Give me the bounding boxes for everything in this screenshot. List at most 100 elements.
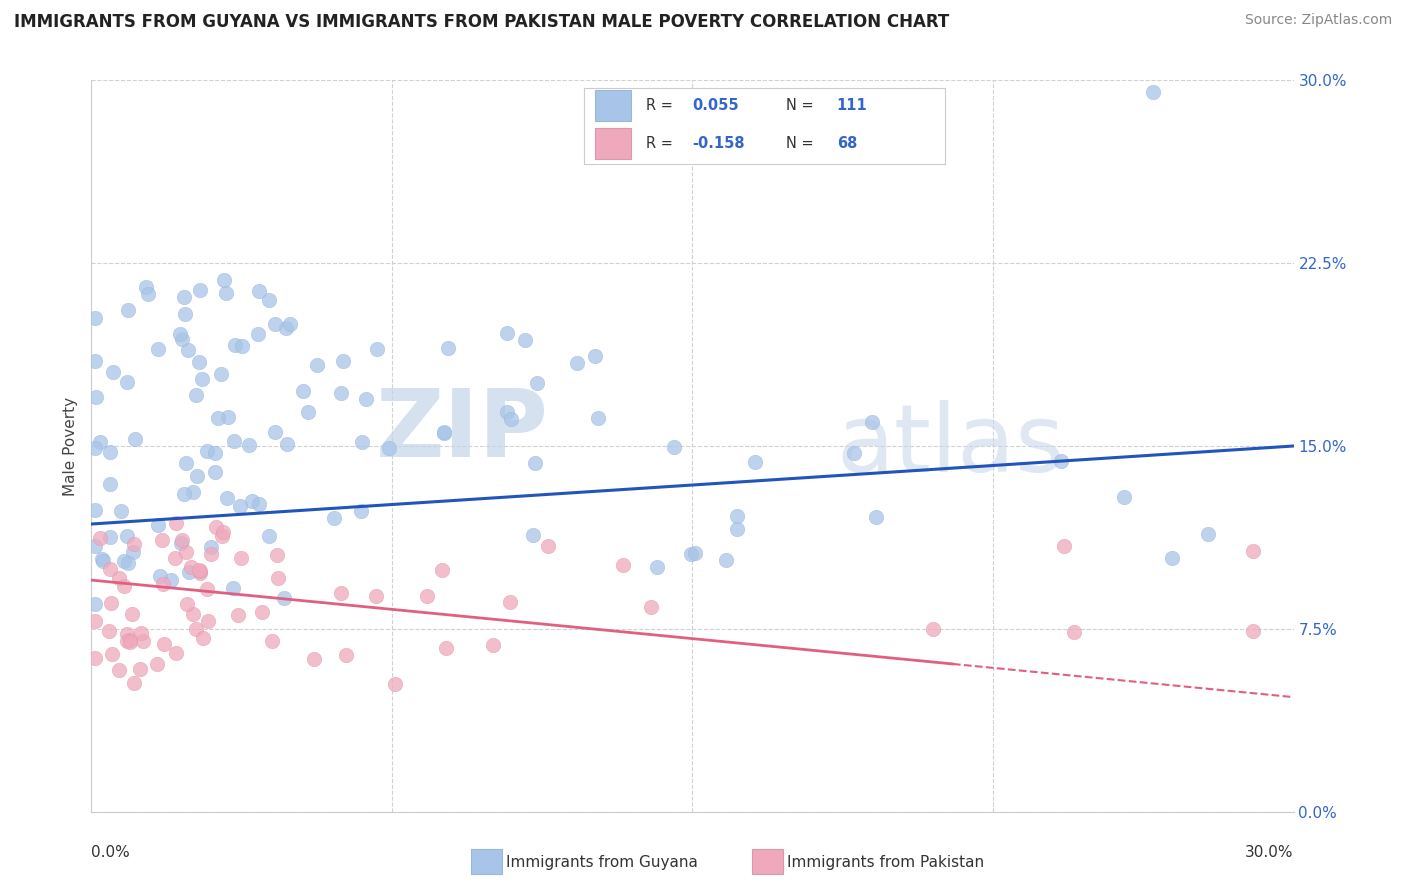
Point [195,444,218,458]
Point [640,600,662,615]
Point [329,586,352,600]
Point [267,571,290,585]
Point [165,516,187,530]
Point [1160,551,1182,566]
Point [103,364,125,378]
Point [349,504,371,518]
Point [98,530,121,544]
Point [495,405,517,419]
Point [200,540,222,554]
Point [433,426,456,441]
Point [98,624,121,639]
Point [513,333,536,347]
Point [98,445,121,459]
Point [229,499,252,513]
Point [108,571,131,585]
Y-axis label: Male Poverty: Male Poverty [63,396,79,496]
Point [588,411,610,425]
Point [212,273,235,287]
Point [276,437,298,451]
Point [416,589,439,603]
Point [612,558,634,572]
Point [188,566,211,580]
Point [278,317,301,331]
Point [209,367,232,381]
Point [163,551,186,566]
Text: Immigrants from Pakistan: Immigrants from Pakistan [787,855,984,870]
Point [129,626,152,640]
Point [110,504,132,518]
Point [122,676,145,690]
Point [180,559,202,574]
Point [177,566,200,580]
Point [240,494,263,508]
Point [1049,454,1071,468]
Point [108,663,131,677]
Point [132,633,155,648]
Point [84,502,107,516]
Point [204,446,226,460]
Point [364,589,387,603]
Point [165,646,187,660]
Point [169,326,191,341]
Point [186,468,208,483]
Point [84,597,107,611]
Point [115,375,138,389]
Point [135,279,157,293]
Point [384,677,406,691]
Point [204,465,226,479]
Point [302,652,325,666]
Point [725,509,748,524]
Point [679,548,702,562]
Point [121,607,143,622]
Point [433,425,456,439]
Point [259,293,281,307]
Point [292,384,315,398]
Point [100,596,122,610]
Point [378,442,401,456]
Point [183,607,205,621]
Point [195,582,218,597]
Point [84,651,107,665]
Point [184,622,207,636]
Point [844,446,866,460]
Point [226,607,249,622]
Point [522,528,544,542]
Point [495,326,517,341]
Point [84,353,107,368]
Point [146,517,169,532]
Point [350,435,373,450]
Point [100,476,122,491]
Point [120,633,142,648]
Point [173,486,195,500]
Point [683,546,706,560]
Point [231,551,253,566]
Point [297,405,319,419]
Point [217,491,239,505]
Point [222,434,245,448]
Point [567,356,589,370]
Point [84,442,107,456]
Point [150,533,173,547]
Point [273,591,295,605]
Point [366,342,388,356]
Point [217,409,239,424]
Point [1142,86,1164,100]
Point [152,577,174,591]
Point [526,376,548,390]
Point [146,657,169,672]
Point [865,510,887,524]
Text: Immigrants from Guyana: Immigrants from Guyana [506,855,697,870]
Point [112,579,135,593]
Point [204,520,226,534]
Point [257,529,280,543]
Point [121,545,143,559]
Point [744,455,766,469]
Point [1063,625,1085,640]
Point [922,622,945,636]
Text: 0.0%: 0.0% [91,845,131,860]
Text: atlas: atlas [837,400,1064,492]
Point [112,554,135,568]
Point [647,560,669,574]
Point [330,385,353,400]
